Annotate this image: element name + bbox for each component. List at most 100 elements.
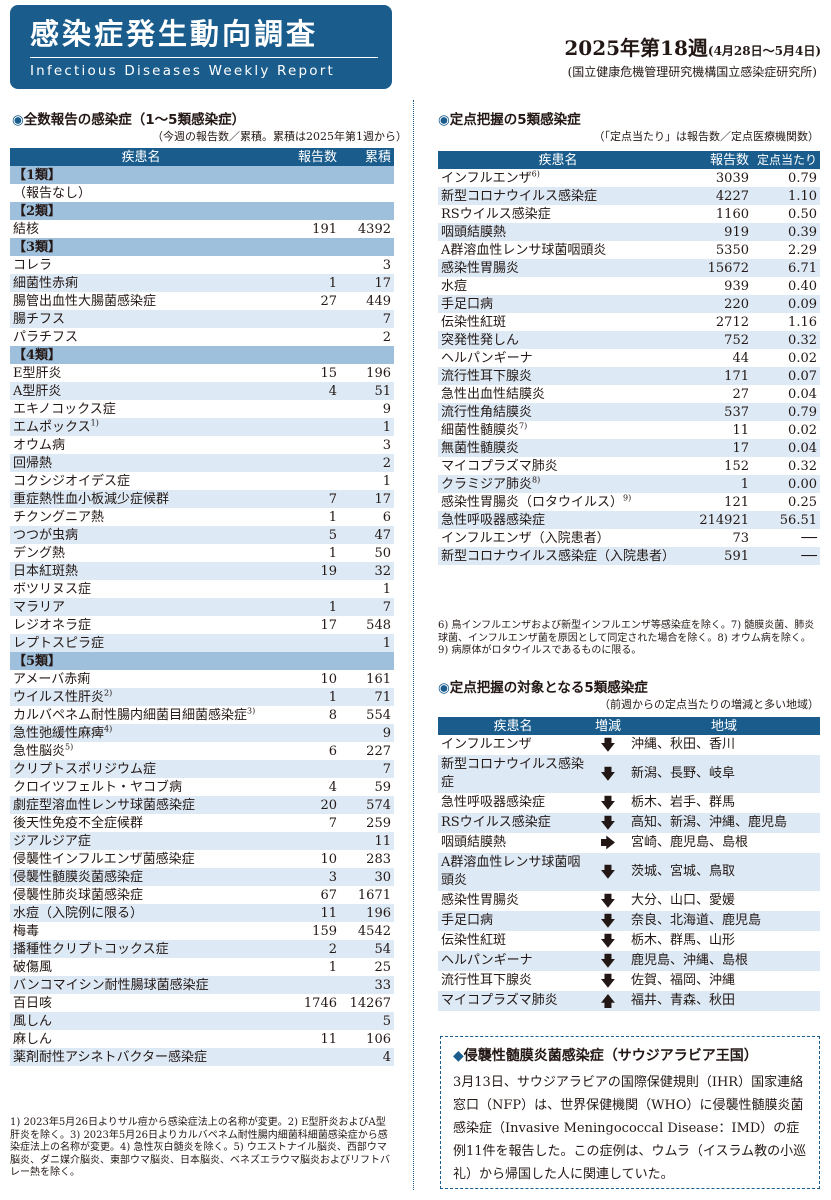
disease-name-text: クラミジア肺炎: [441, 476, 533, 492]
per-site-rate: 0.25: [788, 494, 817, 510]
news-box: ◆侵襲性髄膜炎菌感染症（サウジアラビア王国） 3月13日、サウジアラビアの国際保…: [440, 1036, 820, 1189]
weekly-count: 1: [272, 274, 340, 292]
trend-cell: 🡇: [588, 951, 628, 971]
cumulative-count: 59: [340, 778, 394, 796]
weekly-count: 15: [272, 364, 340, 382]
down-arrow-icon: 🡇: [600, 892, 616, 910]
column-divider: [413, 100, 414, 1190]
weekly-count: 3: [272, 868, 340, 886]
disease-name: 麻しん: [10, 1030, 272, 1048]
per-site-rate: 6.71: [752, 259, 820, 277]
down-arrow-icon: 🡇: [600, 952, 616, 970]
cumulative-count: 17: [340, 274, 394, 292]
disease-name-text: 流行性角結膜炎: [441, 404, 533, 420]
disease-name-text: マイコプラズマ肺炎: [441, 458, 558, 474]
disease-name-text: レジオネラ症: [13, 617, 92, 633]
report-subtitle: Infectious Diseases Weekly Report: [30, 63, 335, 79]
disease-name-text: 侵襲性髄膜炎菌感染症: [13, 869, 144, 885]
disease-name: A型肝炎: [10, 382, 272, 400]
table-row: コレラ 3: [10, 256, 394, 274]
disease-name: エキノコックス症: [10, 400, 272, 418]
news-title-text: 侵襲性髄膜炎菌感染症（サウジアラビア王国）: [463, 1048, 758, 1064]
table-row: 感染性胃腸炎（ロタウイルス）9) 121 0.25: [438, 493, 820, 511]
disease-name: RSウイルス感染症: [438, 205, 678, 223]
weekly-count: [272, 634, 340, 652]
per-site-rate: 0.04: [788, 386, 817, 402]
disease-name: 手足口病: [438, 911, 588, 931]
table-row: 水痘（入院例に限る） 11 196: [10, 904, 394, 922]
weekly-count: 27: [272, 292, 340, 310]
weekly-count: 17: [272, 616, 340, 634]
disease-name-text: 百日咳: [13, 995, 53, 1011]
trend-cell: 🡇: [588, 891, 628, 911]
table-row: RSウイルス感染症 🡇 高知、新潟、沖縄、鹿児島: [438, 813, 820, 833]
disease-name-text: （報告なし）: [13, 185, 92, 201]
table-row: アメーバ赤痢 10 161: [10, 670, 394, 688]
table-row: つつが虫病 5 47: [10, 526, 394, 544]
per-site-rate: 0.40: [788, 278, 817, 294]
header-banner: 感染症発生動向調査 Infectious Diseases Weekly Rep…: [10, 5, 392, 89]
region-list: 大分、山口、愛媛: [631, 893, 736, 908]
weekly-count: 5350: [715, 242, 749, 258]
disease-name: A群溶血性レンサ球菌咽頭炎: [438, 241, 678, 259]
disease-name: レジオネラ症: [10, 616, 272, 634]
weekly-count: 1: [272, 598, 340, 616]
disease-name-text: デング熱: [13, 545, 66, 561]
trend-cell: 🡇: [588, 813, 628, 833]
cumulative-count: 196: [340, 904, 394, 922]
table-row: 侵襲性インフルエンザ菌感染症 10 283: [10, 850, 394, 868]
table-row: オウム病 3: [10, 436, 394, 454]
disease-name: 水痘: [438, 277, 678, 295]
col-disease: 疾患名: [438, 151, 678, 169]
table-row: 破傷風 1 25: [10, 958, 394, 976]
region-list: 栃木、岩手、群馬: [631, 795, 736, 810]
cumulative-count: 47: [340, 526, 394, 544]
col-per-site: 定点当たり: [752, 151, 820, 169]
cumulative-count: 259: [340, 814, 394, 832]
region-list: 宮崎、鹿児島、島根: [631, 835, 749, 850]
cumulative-count: 2: [340, 454, 394, 472]
disease-name: ウイルス性肝炎2): [10, 688, 272, 706]
cumulative-count: 51: [340, 382, 394, 400]
cumulative-count: 7: [340, 760, 394, 778]
disease-name-text: インフルエンザ（入院患者）: [441, 530, 610, 546]
per-site-rate: 0.79: [788, 170, 817, 186]
per-site-rate: 0.79: [752, 403, 820, 421]
per-site-rate: 1.16: [788, 314, 817, 330]
disease-name-text: クリプトスポリジウム症: [13, 761, 157, 777]
cumulative-count: 449: [340, 292, 394, 310]
col-total: 累積: [340, 148, 394, 166]
cumulative-count: 4392: [340, 220, 394, 238]
weekly-count: [272, 310, 340, 328]
disease-name: 急性出血性結膜炎: [438, 385, 678, 403]
table-row: 水痘 939 0.40: [438, 277, 820, 295]
disease-name: クロイツフェルト・ヤコブ病: [10, 778, 272, 796]
col-count: 報告数: [678, 151, 752, 169]
cumulative-count: 1671: [340, 886, 394, 904]
trend-cell: 🡇: [588, 931, 628, 951]
disease-name-text: 麻しん: [13, 1031, 53, 1047]
table-row: 侵襲性髄膜炎菌感染症 3 30: [10, 868, 394, 886]
weekly-count: [272, 760, 340, 778]
category-row: 【3類】: [10, 238, 394, 256]
disease-name-text: バンコマイシン耐性腸球菌感染症: [13, 977, 209, 993]
disease-name: ボツリヌス症: [10, 580, 272, 598]
disease-name: エムポックス1): [10, 418, 272, 436]
sentinel-section-title: ◉定点把握の5類感染症: [438, 108, 581, 128]
weekly-count: 27: [732, 386, 749, 402]
table-row: 腸管出血性大腸菌感染症 27 449: [10, 292, 394, 310]
down-arrow-icon: 🡇: [600, 863, 616, 881]
disease-name: A群溶血性レンサ球菌咽頭炎: [438, 853, 588, 891]
disease-name: アメーバ赤痢: [10, 670, 272, 688]
table-row: バンコマイシン耐性腸球菌感染症 33: [10, 976, 394, 994]
table-row: （報告なし）: [10, 184, 394, 202]
disease-name: インフルエンザ（入院患者）: [438, 529, 678, 547]
table-row: 流行性角結膜炎 537 0.79: [438, 403, 820, 421]
weekly-count: 11: [272, 1030, 340, 1048]
cumulative-count: 196: [340, 364, 394, 382]
disease-name-text: 細菌性赤痢: [13, 275, 79, 291]
cumulative-count: 283: [340, 850, 394, 868]
table-row: RSウイルス感染症 1160 0.50: [438, 205, 820, 223]
weekly-count: 44: [732, 350, 749, 366]
per-site-rate: 0.00: [752, 475, 820, 493]
